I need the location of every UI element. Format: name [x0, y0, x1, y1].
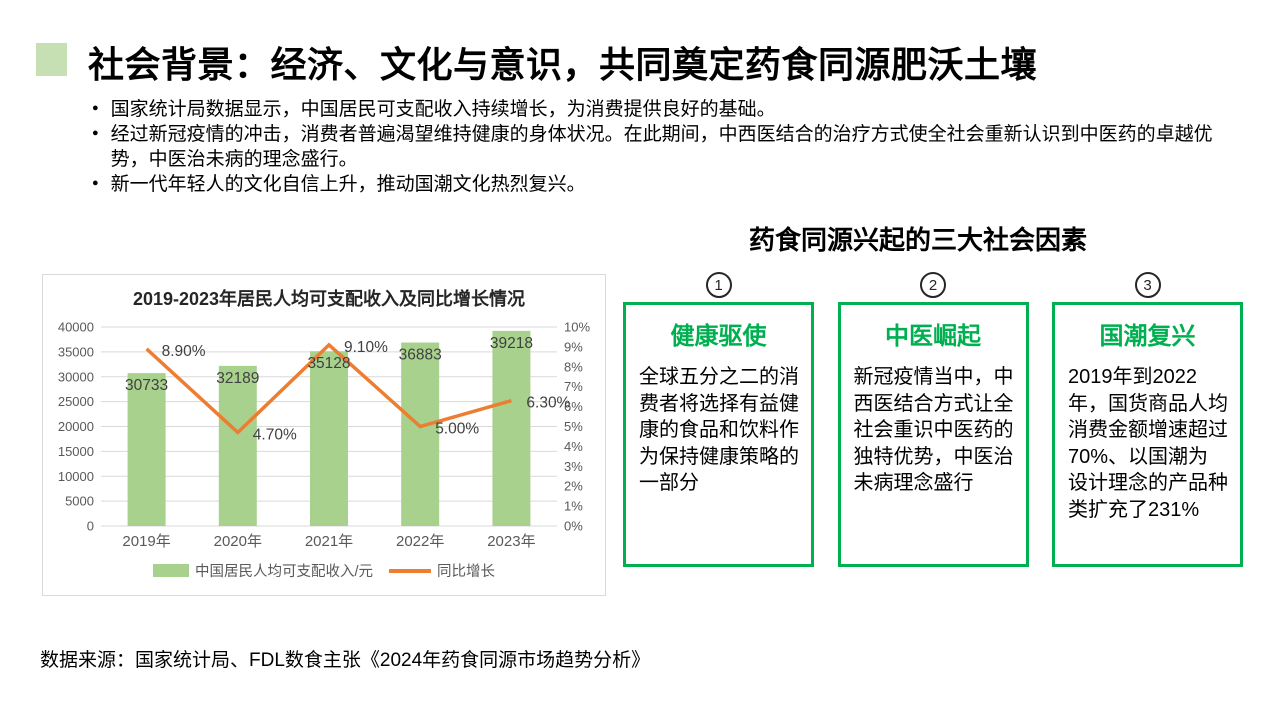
- left-axis-tick: 0: [87, 519, 94, 534]
- left-axis-tick: 25000: [58, 394, 94, 409]
- right-axis-tick: 9%: [564, 339, 583, 354]
- bullet-item: ● 新一代年轻人的文化自信上升，推动国潮文化热烈复兴。: [92, 172, 1217, 197]
- bullet-item: ● 经过新冠疫情的冲击，消费者普遍渴望维持健康的身体状况。在此期间，中西医结合的…: [92, 122, 1217, 172]
- right-axis-tick: 5%: [564, 419, 583, 434]
- factor-heading: 中医崛起: [885, 323, 981, 350]
- line-value-label: 8.90%: [162, 343, 206, 360]
- factor-body: 全球五分之二的消费者将选择有益健康的食品和饮料作为保持健康策略的一部分: [639, 366, 799, 495]
- bar: [492, 330, 531, 526]
- income-chart-panel: 0 5000 10000 15000 20000 25000 30000 35000 40000…: [42, 274, 606, 596]
- bullet-dot-icon: ●: [92, 127, 99, 139]
- right-axis-tick: 10%: [564, 320, 590, 335]
- right-axis-tick: 7%: [564, 379, 583, 394]
- bar: [310, 351, 348, 526]
- left-axis-tick: 5000: [65, 494, 94, 509]
- bullet-text: 国家统计局数据显示，中国居民可支配收入持续增长，为消费提供良好的基础。: [110, 99, 776, 120]
- left-axis-tick: 30000: [58, 369, 94, 384]
- bullet-list: ● 国家统计局数据显示，中国居民可支配收入持续增长，为消费提供良好的基础。 ● …: [92, 97, 1217, 197]
- factor-number-badge: 3: [1134, 272, 1161, 298]
- factor-heading: 国潮复兴: [1099, 323, 1196, 350]
- chart-title: 2019-2023年居民人均可支配收入及同比增长情况: [133, 288, 525, 309]
- legend-bar-label: 中国居民人均可支配收入/元: [194, 564, 374, 580]
- bar-value-label: 30733: [125, 377, 168, 394]
- factor-number-badge: 2: [920, 272, 946, 298]
- bar: [127, 373, 166, 526]
- left-axis-tick: 35000: [58, 344, 94, 359]
- bullet-text: 新一代年轻人的文化自信上升，推动国潮文化热烈复兴。: [110, 174, 586, 195]
- right-axis-tick: 3%: [564, 459, 583, 474]
- bullet-item: ● 国家统计局数据显示，中国居民可支配收入持续增长，为消费提供良好的基础。: [92, 97, 1217, 122]
- line-value-label: 4.70%: [253, 426, 297, 443]
- right-axis-tick: 8%: [564, 359, 583, 374]
- factor-body: 2019年到2022年，国货商品人均消费金额增速超过70%、以国潮为设计理念的产…: [1068, 366, 1228, 521]
- bar: [401, 342, 440, 526]
- left-axis-tick: 10000: [58, 469, 94, 484]
- bar: [218, 365, 257, 526]
- left-axis-tick: 15000: [58, 444, 94, 459]
- chart-legend: 中国居民人均可支配收入/元 同比增长: [43, 560, 605, 581]
- x-axis-label: 2023年: [487, 533, 535, 550]
- factor-number: 1: [714, 276, 723, 294]
- right-axis-tick: 1%: [564, 499, 583, 514]
- bullet-text: 经过新冠疫情的冲击，消费者普遍渴望维持健康的身体状况。在此期间，中西医结合的治疗…: [110, 124, 1213, 170]
- legend-line-swatch-icon: [389, 568, 432, 573]
- bar-value-label: 35128: [307, 355, 350, 372]
- factor-number: 2: [928, 276, 938, 294]
- left-axis-tick: 20000: [58, 419, 94, 434]
- factor-body: 新冠疫情当中，中西医结合方式让全社会重识中医药的独特优势，中医治未病理念盛行: [853, 366, 1014, 495]
- bar-value-label: 32189: [216, 370, 259, 387]
- income-growth-chart: 0 5000 10000 15000 20000 25000 30000 35000 40000…: [58, 288, 591, 550]
- factor-number: 3: [1143, 276, 1152, 294]
- right-axis-tick: 2%: [564, 479, 583, 494]
- legend-line-label: 同比增长: [437, 564, 496, 580]
- x-axis-label: 2019年: [122, 533, 170, 550]
- growth-line: [145, 342, 512, 435]
- factors-row: 1 健康驱使 全球五分之二的消费者将选择有益健康的食品和饮料作为保持健康策略的一…: [623, 272, 1243, 567]
- factor-box: 国潮复兴 2019年到2022年，国货商品人均消费金额增速超过70%、以国潮为设…: [1052, 302, 1243, 567]
- line-value-label: 6.30%: [526, 395, 570, 412]
- factor-box: 中医崛起 新冠疫情当中，中西医结合方式让全社会重识中医药的独特优势，中医治未病理…: [837, 302, 1029, 567]
- source-note: 数据来源：国家统计局、FDL数食主张《2024年药食同源市场趋势分析》: [40, 650, 651, 671]
- factor-heading: 健康驱使: [670, 323, 767, 350]
- bullet-dot-icon: ●: [92, 177, 99, 189]
- factors-title: 药食同源兴起的三大社会因素: [748, 225, 1087, 255]
- bullet-dot-icon: ●: [92, 102, 99, 114]
- left-axis-tick: 40000: [58, 320, 94, 335]
- x-axis-label: 2022年: [396, 533, 444, 550]
- x-axis-label: 2020年: [214, 533, 262, 550]
- right-axis-tick: 6%: [564, 399, 583, 414]
- factor-health: 1 健康驱使 全球五分之二的消费者将选择有益健康的食品和饮料作为保持健康策略的一…: [623, 272, 814, 567]
- factor-box: 健康驱使 全球五分之二的消费者将选择有益健康的食品和饮料作为保持健康策略的一部分: [623, 302, 814, 567]
- bar-value-label: 36883: [399, 347, 442, 364]
- factor-number-badge: 1: [705, 272, 732, 298]
- factor-guochao: 3 国潮复兴 2019年到2022年，国货商品人均消费金额增速超过70%、以国潮…: [1052, 272, 1243, 567]
- x-axis-label: 2021年: [305, 533, 353, 550]
- legend-bar-swatch-icon: [152, 564, 189, 577]
- title-accent-square: [36, 43, 67, 76]
- bar-value-label: 39218: [490, 335, 533, 352]
- line-value-label: 5.00%: [435, 421, 479, 438]
- factor-tcm: 2 中医崛起 新冠疫情当中，中西医结合方式让全社会重识中医药的独特优势，中医治未…: [837, 272, 1029, 567]
- line-value-label: 9.10%: [344, 339, 388, 356]
- right-axis-tick: 0%: [564, 519, 583, 534]
- slide-title: 社会背景：经济、文化与意识，共同奠定药食同源肥沃土壤: [88, 44, 1038, 85]
- right-axis-tick: 4%: [564, 439, 583, 454]
